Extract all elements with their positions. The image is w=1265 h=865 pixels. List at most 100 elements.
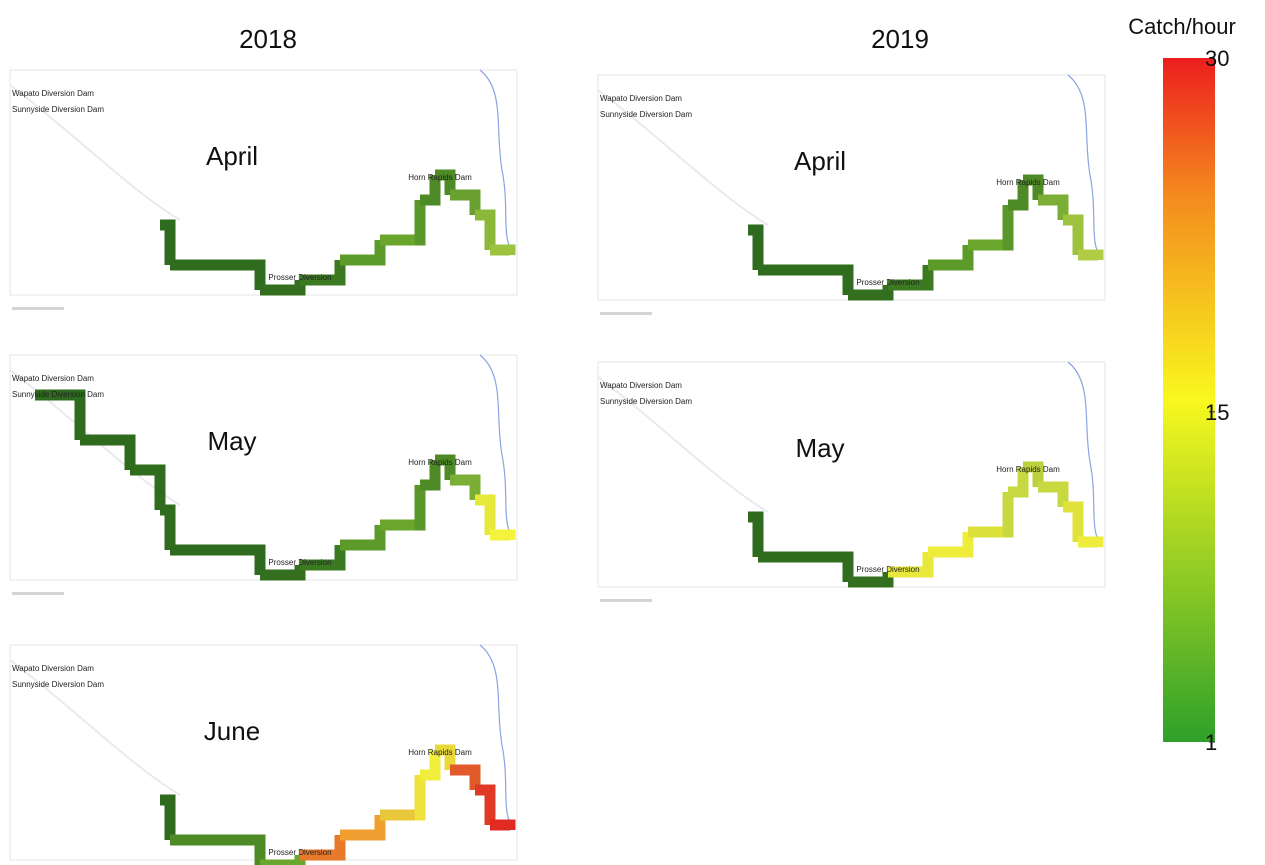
river-segment	[490, 244, 516, 256]
river-segment	[1002, 492, 1014, 538]
dam-label: Wapato Diversion Dam	[12, 89, 94, 98]
colorbar-tick-label: 30	[1205, 46, 1229, 71]
year-title: 2018	[239, 24, 297, 54]
river-segment	[160, 504, 176, 550]
river-segment	[450, 189, 481, 215]
river-segment	[1038, 481, 1069, 507]
road	[9, 659, 181, 796]
river	[1067, 361, 1104, 548]
river-segment	[160, 219, 176, 265]
river-segment	[1008, 467, 1029, 498]
river-segment	[1063, 501, 1084, 542]
river-segment	[748, 224, 764, 270]
dam-label: Wapato Diversion Dam	[600, 94, 682, 103]
river-segment	[928, 532, 974, 558]
dam-label: Prosser Diversion	[268, 848, 331, 857]
river	[479, 69, 516, 256]
dam-label: Horn Rapids Dam	[408, 173, 472, 182]
river-segment	[170, 259, 266, 290]
colorbar	[1163, 58, 1215, 742]
road	[597, 89, 769, 226]
map-panel: Wapato Diversion Dam Sunnyside Diversion …	[597, 74, 1106, 315]
river-segment	[450, 764, 481, 790]
river-segment	[1008, 180, 1029, 211]
river-segment	[435, 454, 456, 480]
river-segment	[170, 834, 266, 865]
dam-label: Prosser Diversion	[856, 565, 919, 574]
year-title: 2019	[871, 24, 929, 54]
river-segment	[35, 389, 86, 440]
month-title: May	[207, 426, 256, 456]
river-segment	[414, 485, 426, 531]
scale-bar	[600, 599, 652, 602]
map-panel: Wapato Diversion Dam Sunnyside Diversion …	[9, 69, 518, 310]
river-segment	[928, 245, 974, 271]
river	[479, 644, 516, 831]
river-segment	[420, 175, 441, 206]
river-segment	[435, 744, 456, 770]
river-segment	[1063, 214, 1084, 255]
river-segment	[420, 460, 441, 491]
river	[1067, 74, 1104, 261]
road	[9, 84, 181, 221]
colorbar-tick-label: 15	[1205, 400, 1229, 425]
dam-label: Prosser Diversion	[856, 278, 919, 287]
river-segment	[420, 750, 441, 781]
river-segment	[758, 264, 854, 295]
river-segment	[475, 209, 496, 250]
colorbar-tick-label: 1	[1205, 730, 1217, 755]
dam-label: Horn Rapids Dam	[996, 465, 1060, 474]
river-segment	[1023, 461, 1044, 487]
dam-label: Wapato Diversion Dam	[600, 381, 682, 390]
river-segment	[340, 240, 386, 266]
colorbar-title: Catch/hour	[1128, 14, 1236, 39]
map-panel: Wapato Diversion Dam Sunnyside Diversion …	[597, 361, 1106, 602]
road	[597, 376, 769, 513]
river-segment	[475, 784, 496, 825]
river-segment	[1038, 194, 1069, 220]
month-title: June	[204, 716, 260, 746]
river-segment	[1023, 174, 1044, 200]
dam-label: Wapato Diversion Dam	[12, 664, 94, 673]
river-segment	[160, 794, 176, 840]
dam-label: Sunnyside Diversion Dam	[12, 390, 104, 399]
river-segment	[130, 464, 166, 510]
river-segment	[340, 525, 386, 551]
river	[479, 354, 516, 541]
dam-label: Horn Rapids Dam	[996, 178, 1060, 187]
river-segment	[435, 169, 456, 195]
dam-label: Sunnyside Diversion Dam	[600, 110, 692, 119]
river-segment	[1078, 249, 1104, 261]
river-segment	[300, 260, 346, 286]
river-segment	[490, 529, 516, 541]
dam-label: Prosser Diversion	[268, 558, 331, 567]
river-segment	[450, 474, 481, 500]
river-segment	[888, 552, 934, 578]
river-segment	[888, 265, 934, 291]
dam-label: Prosser Diversion	[268, 273, 331, 282]
river-segment	[300, 545, 346, 571]
river-segment	[490, 819, 516, 831]
dam-label: Horn Rapids Dam	[408, 458, 472, 467]
river-segment	[300, 835, 346, 861]
river-segment	[1002, 205, 1014, 251]
dam-label: Horn Rapids Dam	[408, 748, 472, 757]
dam-label: Sunnyside Diversion Dam	[600, 397, 692, 406]
river-segment	[414, 200, 426, 246]
month-title: April	[206, 141, 258, 171]
scale-bar	[600, 312, 652, 315]
river-segment	[475, 494, 496, 535]
river-segment	[758, 551, 854, 582]
river-segment	[1078, 536, 1104, 548]
month-title: May	[795, 433, 844, 463]
dam-label: Sunnyside Diversion Dam	[12, 680, 104, 689]
scale-bar	[12, 307, 64, 310]
river-segment	[170, 544, 266, 575]
scale-bar	[12, 592, 64, 595]
river-segment	[80, 434, 136, 470]
river-segment	[748, 511, 764, 557]
map-panel: Wapato Diversion Dam Sunnyside Diversion …	[9, 354, 518, 595]
river-segment	[340, 815, 386, 841]
river-segment	[414, 775, 426, 821]
